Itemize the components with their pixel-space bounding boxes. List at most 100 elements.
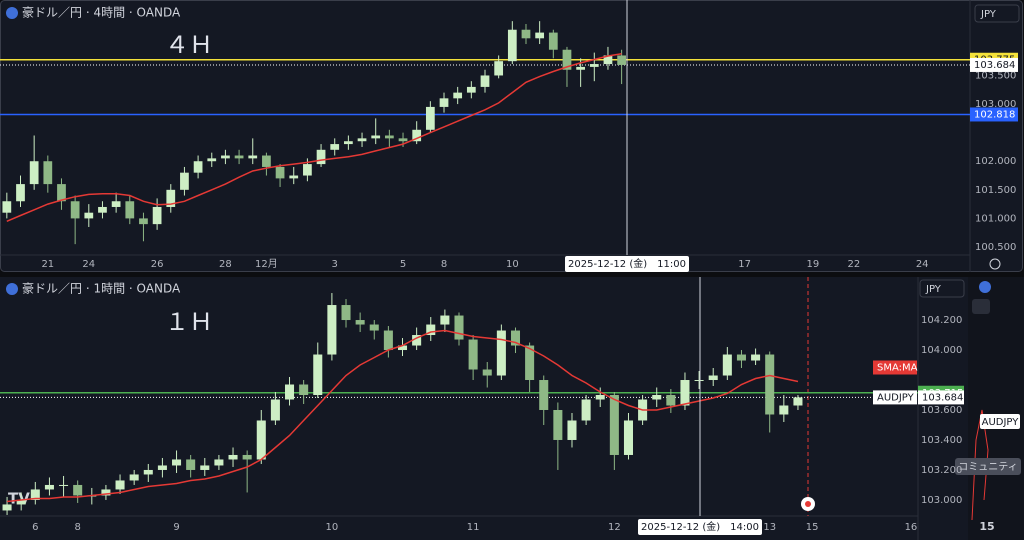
candle-body (581, 399, 591, 421)
series-name-box (873, 360, 917, 375)
alert-dot (805, 501, 811, 507)
candle-body (73, 484, 83, 496)
community-button[interactable] (955, 458, 1021, 475)
candle-body (299, 384, 309, 396)
x-tick-label: 5 (400, 259, 406, 270)
crosshair-label-box (565, 256, 689, 272)
candle-body (453, 92, 463, 99)
candle-body (44, 484, 54, 490)
y-tick-label: 103.000 (921, 495, 962, 506)
settings-icon[interactable] (989, 258, 1001, 270)
candle-body (562, 49, 572, 70)
x-tick-label: 19 (807, 259, 820, 270)
x-tick-label: 6 (32, 522, 38, 533)
candle-body (412, 129, 422, 142)
side-symbol: AUDJPY (982, 417, 1020, 428)
candle-body (303, 164, 312, 176)
candle-body (510, 330, 521, 346)
candle-body (369, 324, 379, 331)
candle-body (16, 499, 26, 505)
crosshair-label-box (638, 519, 762, 535)
series-name: SMA:MA (877, 363, 918, 374)
x-tick-label: 16 (905, 522, 918, 533)
y-tick-label: 101.500 (975, 185, 1016, 196)
candle-body (384, 135, 394, 139)
candle-body (576, 66, 586, 70)
candle-body (43, 161, 53, 185)
x-tick-label: 17 (738, 259, 751, 270)
sma-line (6, 52, 622, 222)
y-tick-label: 102.000 (975, 156, 1016, 167)
candle-body (228, 454, 238, 460)
panel-4h (0, 0, 1023, 272)
x-tick-label: 21 (41, 259, 54, 270)
x-tick-label: 24 (916, 259, 929, 270)
x-tick-label: 3 (332, 259, 338, 270)
x-tick-label: 22 (848, 259, 861, 270)
candle-body (341, 305, 351, 321)
candle-body (262, 155, 271, 167)
x-tick-label: 8 (441, 259, 447, 270)
candle-body (440, 315, 450, 325)
x-tick-label: 15 (806, 522, 819, 533)
symbol-icon (979, 281, 991, 293)
currency-dropdown[interactable] (974, 4, 1020, 23)
candle-body (397, 345, 408, 351)
candle-body (180, 172, 189, 190)
price-label-box (918, 390, 964, 405)
chart-title: 豪ドル／円 · 1時間 · OANDA (22, 281, 181, 296)
candle-body (289, 175, 299, 179)
symbol-icon (6, 7, 18, 19)
sma-line (7, 329, 799, 503)
candle-body (468, 339, 478, 370)
candle-body (623, 420, 633, 455)
candle-body (535, 32, 545, 39)
candle-body (494, 61, 504, 76)
price-name-box (873, 390, 917, 405)
price-label: 103.684 (974, 60, 1015, 71)
side-x-label: 15 (979, 520, 994, 533)
candle-body (193, 161, 203, 173)
candle-body (98, 206, 107, 213)
candle-body (221, 155, 230, 159)
candle-body (652, 395, 662, 400)
candle-body (152, 206, 162, 225)
candle-body (57, 184, 66, 202)
candle-body (480, 75, 490, 87)
y-tick-label: 104.200 (921, 315, 962, 326)
candle-body (125, 201, 135, 219)
currency-label[interactable]: JPY (925, 284, 942, 295)
candle-body (330, 144, 340, 150)
currency-dropdown[interactable] (919, 279, 965, 298)
candle-body (617, 55, 626, 65)
x-tick-label: 12月 (255, 258, 278, 270)
candle-body (383, 330, 393, 351)
candle-body (16, 184, 25, 202)
candle-body (166, 189, 176, 207)
candle-body (256, 420, 266, 460)
candle-body (553, 409, 563, 440)
candle-body (466, 86, 476, 93)
price-label-box (970, 57, 1018, 72)
candle-body (200, 465, 210, 470)
candle-body (426, 324, 436, 336)
x-tick-label: 11 (467, 522, 480, 533)
candle-body (30, 489, 40, 500)
community-label[interactable]: コミュニティ (958, 462, 1017, 473)
timeframe-annotation: １Ｈ (165, 308, 213, 336)
layers-button[interactable] (972, 299, 990, 314)
candle-body (666, 395, 676, 406)
currency-label[interactable]: JPY (980, 9, 997, 20)
candle-body (248, 155, 258, 159)
candle-body (507, 29, 517, 62)
candle-body (548, 32, 558, 50)
y-tick-label: 100.500 (975, 242, 1016, 253)
candle-body (539, 380, 549, 410)
candle-body (139, 218, 148, 225)
y-tick-label: 101.000 (975, 213, 1016, 224)
candle-body (736, 354, 746, 361)
y-tick-label: 103.200 (921, 465, 962, 476)
candle-body (793, 397, 803, 406)
candle-body (603, 55, 613, 65)
